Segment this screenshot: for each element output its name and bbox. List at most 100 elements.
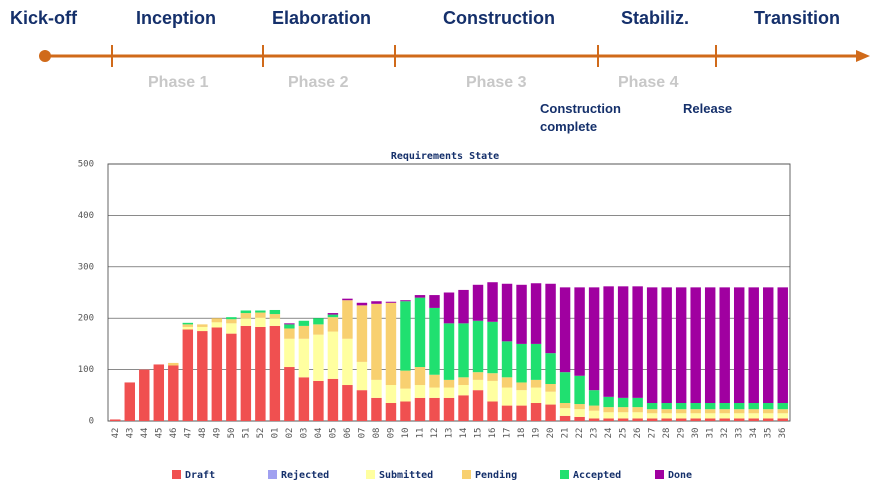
bar-segment	[574, 409, 585, 417]
x-tick-label: 10	[401, 428, 411, 439]
x-tick-label: 34	[749, 428, 759, 439]
bar-segment	[400, 300, 411, 302]
bar-segment	[559, 372, 571, 404]
bar-segment	[777, 413, 788, 419]
bar-segment	[414, 385, 426, 398]
bar-segment	[472, 320, 484, 373]
x-tick-label: 06	[343, 428, 353, 439]
bar-segment	[748, 413, 759, 419]
bar-segment	[211, 327, 223, 421]
phase-label: Phase 3	[466, 74, 527, 91]
bar-segment	[646, 418, 658, 421]
bar-segment	[414, 295, 426, 298]
legend-swatch	[462, 470, 471, 479]
x-tick-label: 50	[227, 428, 237, 439]
bar-segment	[661, 403, 672, 410]
bar-segment	[704, 403, 716, 410]
bar-segment	[327, 314, 339, 318]
bar-segment	[255, 310, 266, 313]
bar-segment	[748, 287, 759, 404]
bar-segment	[501, 387, 513, 406]
x-tick-label: 36	[778, 428, 788, 439]
bar-segment	[733, 403, 745, 410]
x-tick-label: 45	[154, 428, 164, 439]
x-tick-label: 21	[561, 428, 571, 439]
x-tick-label: 47	[183, 428, 193, 439]
bar-segment	[240, 318, 252, 326]
bar-segment	[675, 403, 687, 410]
y-tick-label: 100	[78, 365, 94, 375]
bar-segment	[530, 283, 542, 344]
bar-segment	[443, 323, 455, 380]
bar-segment	[661, 287, 672, 404]
x-tick-label: 25	[619, 428, 629, 439]
y-tick-label: 300	[78, 262, 94, 272]
bar-segment	[574, 416, 585, 421]
legend-label: Rejected	[281, 469, 329, 481]
bar-segment	[516, 343, 527, 383]
bar-segment	[298, 320, 310, 326]
bar-segment	[327, 331, 339, 379]
bar-segment	[371, 301, 382, 304]
bar-segment	[574, 375, 585, 405]
x-tick-label: 24	[604, 428, 614, 439]
x-tick-label: 17	[503, 428, 513, 439]
y-tick-label: 400	[78, 211, 94, 221]
bar-segment	[661, 418, 672, 421]
x-tick-label: 12	[430, 428, 440, 439]
x-tick-label: 42	[111, 428, 121, 439]
bar-segment	[748, 403, 759, 410]
bar-segment	[327, 317, 339, 332]
bar-segment	[763, 418, 774, 421]
bar-segment	[545, 283, 556, 354]
bar-segment	[313, 324, 324, 335]
x-tick-label: 49	[212, 428, 222, 439]
bar-segment	[385, 302, 397, 386]
bar-segment	[443, 397, 455, 421]
x-tick-label: 28	[662, 428, 672, 439]
x-tick-label: 43	[125, 428, 135, 439]
bar-segment	[704, 413, 716, 419]
bar-segment	[632, 286, 643, 398]
bar-segment	[530, 403, 542, 421]
bar-segment	[414, 367, 426, 386]
x-tick-label: 30	[691, 428, 701, 439]
bar-segment	[385, 385, 397, 404]
x-tick-label: 20	[546, 428, 556, 439]
phase-label: Phase 4	[618, 74, 679, 91]
bar-segment	[342, 298, 353, 301]
x-tick-label: 26	[633, 428, 643, 439]
bar-segment	[458, 377, 469, 386]
bar-segment	[632, 412, 643, 419]
bar-segment	[472, 284, 484, 321]
x-tick-label: 07	[357, 428, 367, 439]
bar-segment	[530, 379, 542, 388]
bar-segment	[588, 418, 600, 421]
x-tick-label: 23	[590, 428, 600, 439]
bar-segment	[690, 413, 701, 419]
x-tick-label: 01	[270, 428, 280, 439]
bar-segment	[356, 302, 368, 306]
bar-segment	[675, 418, 687, 421]
bar-segment	[719, 287, 730, 404]
milestone: Inception	[136, 8, 216, 28]
bar-segment	[661, 409, 672, 414]
bar-segment	[690, 403, 701, 410]
bar-segment	[588, 390, 600, 406]
bar-segment	[559, 415, 571, 421]
bar-segment	[516, 382, 527, 391]
y-tick-label: 200	[78, 314, 94, 324]
bar-segment	[443, 379, 455, 388]
milestone: Kick-off	[10, 8, 77, 28]
bar-segment	[429, 374, 440, 388]
bar-segment	[226, 323, 237, 334]
bar-segment	[748, 409, 759, 414]
bar-segment	[342, 385, 353, 421]
bar-segment	[400, 388, 411, 402]
y-tick-label: 0	[89, 417, 94, 427]
bar-segment	[516, 284, 527, 344]
bar-segment	[617, 412, 629, 419]
timeline-ticks	[111, 45, 717, 67]
bar-segment	[284, 323, 295, 325]
